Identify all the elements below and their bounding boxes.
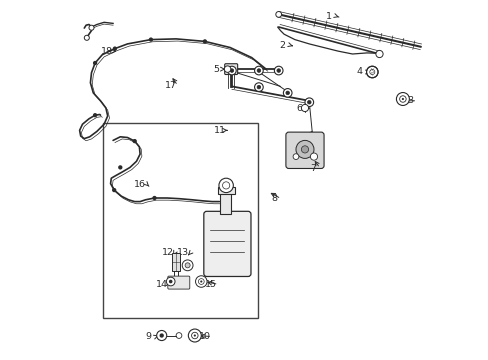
Circle shape (156, 330, 166, 341)
Circle shape (200, 280, 202, 283)
Text: 5: 5 (213, 65, 219, 74)
FancyBboxPatch shape (167, 276, 189, 289)
Circle shape (371, 70, 372, 71)
Text: 12: 12 (161, 248, 173, 257)
Circle shape (188, 329, 201, 342)
Circle shape (166, 277, 175, 286)
Circle shape (159, 333, 163, 338)
Bar (103, 123, 258, 318)
Circle shape (182, 260, 193, 271)
Circle shape (185, 263, 190, 268)
Circle shape (203, 39, 206, 44)
Circle shape (118, 165, 122, 170)
Circle shape (283, 89, 291, 97)
Circle shape (292, 154, 298, 159)
Text: 15: 15 (205, 280, 217, 289)
Circle shape (275, 12, 281, 17)
Circle shape (227, 66, 236, 75)
Text: 1: 1 (325, 12, 331, 21)
Bar (220, 193, 231, 214)
Circle shape (301, 104, 308, 112)
Text: 14: 14 (155, 280, 167, 289)
Circle shape (371, 77, 372, 78)
Circle shape (301, 146, 308, 153)
Text: 4: 4 (356, 68, 362, 77)
Circle shape (257, 69, 260, 72)
FancyBboxPatch shape (203, 211, 250, 276)
Circle shape (195, 276, 206, 287)
Circle shape (371, 72, 372, 73)
Circle shape (219, 178, 233, 193)
Circle shape (285, 91, 289, 95)
Circle shape (274, 66, 283, 75)
Circle shape (148, 37, 153, 42)
Circle shape (307, 100, 310, 104)
Circle shape (257, 85, 260, 89)
Circle shape (366, 66, 377, 78)
Circle shape (310, 153, 317, 160)
Circle shape (193, 334, 196, 337)
Circle shape (396, 93, 408, 105)
Circle shape (401, 98, 403, 100)
Circle shape (93, 61, 97, 65)
Circle shape (113, 46, 117, 51)
Text: 17: 17 (164, 81, 176, 90)
Circle shape (112, 188, 116, 192)
Circle shape (84, 35, 89, 40)
Circle shape (276, 69, 280, 72)
Circle shape (132, 139, 137, 143)
Circle shape (305, 98, 313, 107)
Bar (217, 187, 234, 194)
Text: 16: 16 (133, 180, 145, 189)
Text: 13: 13 (177, 248, 189, 257)
Circle shape (93, 113, 97, 117)
FancyBboxPatch shape (285, 132, 324, 168)
Circle shape (370, 68, 371, 69)
Text: 6: 6 (296, 104, 302, 112)
Text: 18: 18 (101, 46, 113, 55)
Circle shape (222, 182, 229, 189)
Circle shape (254, 66, 263, 75)
Text: 10: 10 (199, 332, 210, 341)
Text: 9: 9 (145, 332, 151, 341)
Text: 3: 3 (406, 96, 412, 105)
Circle shape (230, 69, 233, 72)
Circle shape (152, 196, 156, 200)
Text: 11: 11 (213, 126, 225, 135)
FancyBboxPatch shape (224, 64, 237, 75)
Circle shape (295, 140, 313, 158)
Circle shape (254, 83, 263, 91)
Text: 8: 8 (270, 194, 277, 203)
Circle shape (224, 66, 230, 72)
Text: 7: 7 (309, 163, 315, 172)
Text: 2: 2 (279, 40, 285, 49)
Bar (172, 253, 180, 271)
Circle shape (168, 280, 172, 283)
Circle shape (370, 72, 371, 73)
Circle shape (375, 50, 382, 58)
Circle shape (89, 25, 94, 30)
